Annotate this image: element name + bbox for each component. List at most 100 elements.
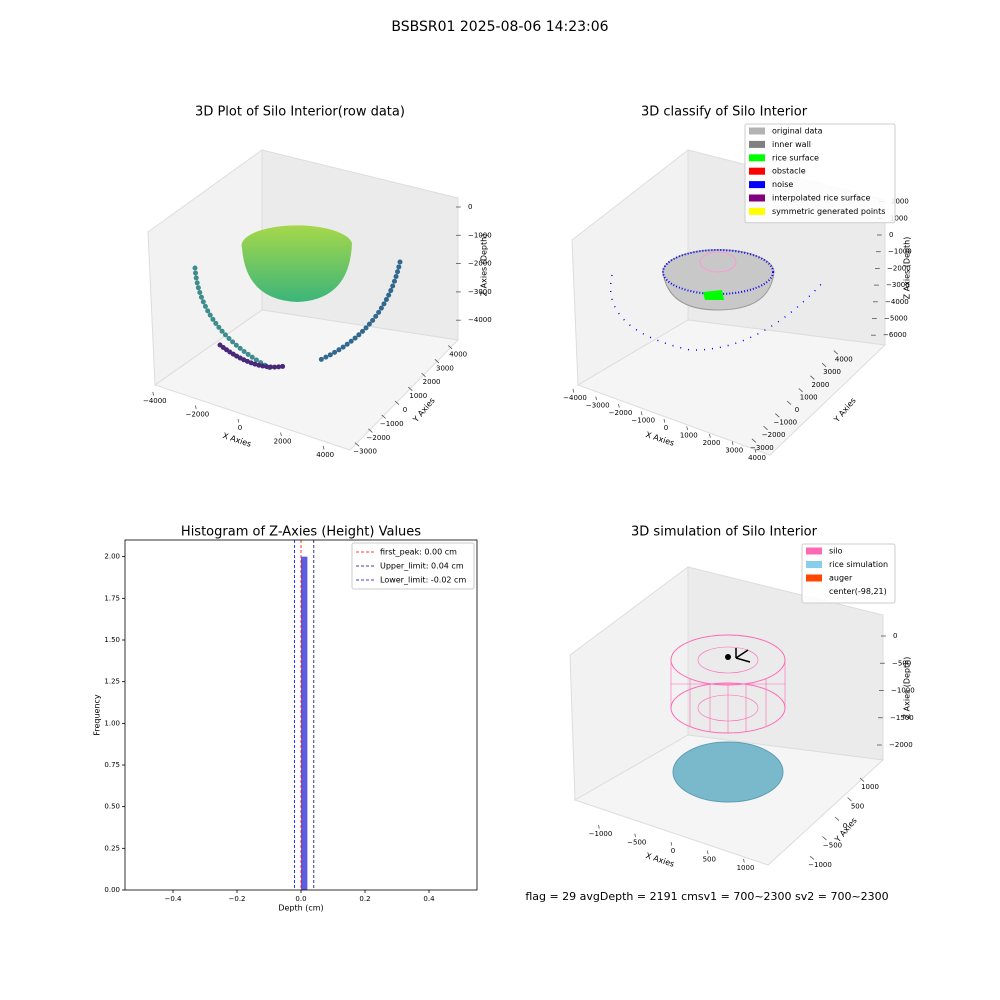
y-tick (381, 414, 386, 419)
panel-title: Histogram of Z-Axies (Height) Values (181, 525, 421, 540)
x-tick-label: −1000 (589, 830, 613, 838)
y-tick (810, 375, 815, 380)
z-tick-label: 1000 (890, 214, 908, 222)
y-tick-label: 1.75 (104, 594, 120, 602)
rice-patch (703, 290, 724, 300)
z-axis-label: Z Axies (Depth) (903, 657, 912, 720)
y-tick-label: −1000 (773, 419, 797, 427)
y-axis-label: Frequency (93, 694, 102, 736)
x-tick (731, 441, 734, 446)
z-tick-label: −1500 (890, 714, 914, 722)
y-tick (421, 372, 426, 378)
z-tick-label: −4000 (885, 298, 909, 306)
legend-swatch (749, 167, 765, 175)
legend-label: silo (829, 547, 843, 556)
x-tick-label: 4000 (748, 454, 766, 462)
x-tick-label: 0.0 (295, 895, 306, 903)
y-tick (798, 388, 803, 393)
y-tick (447, 345, 453, 350)
x-tick (152, 391, 154, 396)
y-tick-label: 4000 (835, 356, 853, 364)
silo-mesh (670, 660, 786, 733)
y-tick-label: −1000 (808, 861, 832, 869)
z-tick-label: −3000 (886, 281, 910, 289)
x-tick-label: 0.4 (423, 895, 435, 903)
x-tick (598, 824, 600, 829)
x-tick-label: −2000 (609, 409, 633, 417)
dome (662, 249, 775, 311)
y-tick (859, 777, 865, 782)
y-tick-label: 1000 (800, 393, 818, 401)
z-tick-label: −2000 (887, 264, 911, 272)
y-tick-label: −2000 (367, 434, 391, 442)
y-tick (408, 386, 413, 391)
noise-arc (609, 274, 826, 351)
x-tick (754, 448, 757, 453)
z-axis-label: Z Axies (Depth) (480, 234, 489, 297)
x-tick (663, 418, 666, 423)
z-tick-label: −5000 (884, 315, 908, 323)
z-tick-label: −1000 (468, 231, 492, 239)
legend-label: rice surface (772, 153, 819, 162)
z-tick-label: 2000 (891, 198, 909, 206)
x-tick (640, 411, 643, 416)
x-tick-label: 2000 (703, 439, 721, 447)
silo-mesh (697, 646, 759, 674)
z-tick-label: 0 (889, 231, 893, 239)
point-arc (217, 342, 288, 370)
x-tick-label: 0 (664, 424, 668, 432)
legend-swatch (749, 194, 765, 202)
x-tick-label: −2000 (186, 411, 210, 419)
y-tick-label: −1000 (380, 420, 404, 428)
z-tick-label: −4000 (468, 316, 492, 324)
y-tick (751, 438, 757, 443)
z-tick-label: −2000 (468, 260, 492, 268)
y-tick-label: 3000 (823, 368, 841, 376)
z-tick-label: −2000 (889, 741, 913, 749)
x-tick (280, 432, 282, 437)
panel-title: 3D Plot of Silo Interior(row data) (195, 105, 405, 120)
legend-swatch (749, 154, 765, 162)
legend-label: rice simulation (829, 560, 888, 569)
z-tick-label: −6000 (883, 331, 907, 339)
x-axis-label: Depth (cm) (278, 904, 323, 913)
x-tick-label: −3000 (586, 402, 610, 410)
legend-swatch (806, 588, 822, 595)
y-tick-label: −2000 (762, 431, 786, 439)
y-tick-label: 1.25 (104, 678, 120, 686)
legend-box (801, 543, 896, 604)
y-tick-label: 3000 (436, 364, 454, 372)
x-tick (709, 433, 711, 438)
x-tick-label: 0.2 (359, 895, 370, 903)
y-tick (775, 413, 780, 418)
y-tick (833, 350, 839, 355)
y-tick (821, 362, 827, 368)
y-tick (763, 425, 768, 431)
panel-title: 3D simulation of Silo Interior (631, 525, 818, 540)
panel1-panes (147, 149, 460, 451)
legend-label: interpolated rice surface (772, 194, 870, 203)
y-tick (822, 836, 827, 841)
y-tick-label: 2000 (811, 381, 829, 389)
y-tick-label: −500 (823, 842, 842, 850)
legend-box (744, 123, 896, 224)
legend-box (351, 542, 475, 590)
y-tick-label: 0.75 (104, 761, 120, 769)
z-axis-label: Z Axies (Depth) (903, 237, 912, 300)
y-tick-label: 1000 (409, 392, 427, 400)
y-tick-label: 2.00 (104, 553, 120, 561)
x-tick-label: 3000 (725, 447, 743, 455)
y-tick-label: 0 (843, 822, 847, 830)
x-tick-label: 1000 (737, 864, 755, 872)
x-tick (595, 396, 597, 401)
x-tick-label: −4000 (143, 397, 167, 405)
footer-text: flag = 29 avgDepth = 2191 cmsv1 = 700~23… (525, 890, 888, 903)
y-tick-label: 500 (851, 803, 864, 811)
x-tick (195, 405, 197, 410)
z-tick-label: 0 (893, 632, 897, 640)
inner-ring (699, 251, 737, 273)
y-tick (434, 359, 440, 364)
y-tick-label: 0.50 (104, 803, 120, 811)
point-arc (192, 265, 273, 371)
y-tick (354, 442, 360, 447)
